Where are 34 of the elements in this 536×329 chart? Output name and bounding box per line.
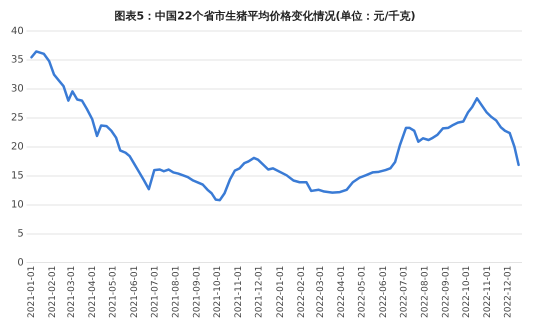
y-tick-label: 15 xyxy=(10,170,24,182)
x-tick-label: 2022-07-01 xyxy=(399,266,410,318)
x-tick-label: 2021-03-01 xyxy=(67,266,78,318)
x-tick-label: 2021-01-01 xyxy=(26,266,37,318)
x-tick-label: 2021-04-01 xyxy=(88,266,98,318)
x-tick-label: 2021-06-01 xyxy=(130,266,140,318)
x-tick-label: 2021-07-01 xyxy=(150,266,160,318)
chart-title: 图表5：中国22个省市生猪平均价格变化情况(单位：元/千克) xyxy=(114,9,416,22)
x-tick-label: 2021-10-01 xyxy=(213,266,224,318)
x-tick-label: 2021-02-01 xyxy=(48,266,58,318)
y-tick-label: 20 xyxy=(10,142,24,153)
x-tick-label: 2021-09-01 xyxy=(192,266,203,318)
x-tick-label: 2022-06-01 xyxy=(378,266,389,318)
x-tick-label: 2021-12-01 xyxy=(254,266,265,318)
x-tick-label: 2022-08-01 xyxy=(420,266,430,318)
x-tick-label: 2021-05-01 xyxy=(108,266,119,318)
y-tick-label: 35 xyxy=(10,54,24,66)
y-tick-label: 40 xyxy=(10,26,24,37)
x-tick-label: 2022-10-01 xyxy=(462,266,472,318)
x-tick-label: 2022-04-01 xyxy=(337,266,348,318)
x-tick-label: 2022-03-01 xyxy=(316,266,326,318)
x-tick-label: 2022-09-01 xyxy=(442,266,452,318)
x-tick-label: 2021-08-01 xyxy=(171,266,182,318)
x-tick-label: 2022-01-01 xyxy=(276,266,286,318)
x-tick-label: 2022-02-01 xyxy=(296,266,307,318)
y-tick-label: 25 xyxy=(10,112,24,124)
y-tick-label: 30 xyxy=(10,84,24,95)
y-tick-label: 10 xyxy=(10,199,24,210)
y-tick-label: 5 xyxy=(17,228,24,240)
y-tick-label: 0 xyxy=(17,257,24,268)
x-tick-label: 2022-12-01 xyxy=(504,266,514,318)
x-tick-label: 2022-05-01 xyxy=(358,266,368,318)
x-tick-label: 2021-11-01 xyxy=(234,266,244,318)
x-tick-label: 2022-11-01 xyxy=(483,266,494,318)
